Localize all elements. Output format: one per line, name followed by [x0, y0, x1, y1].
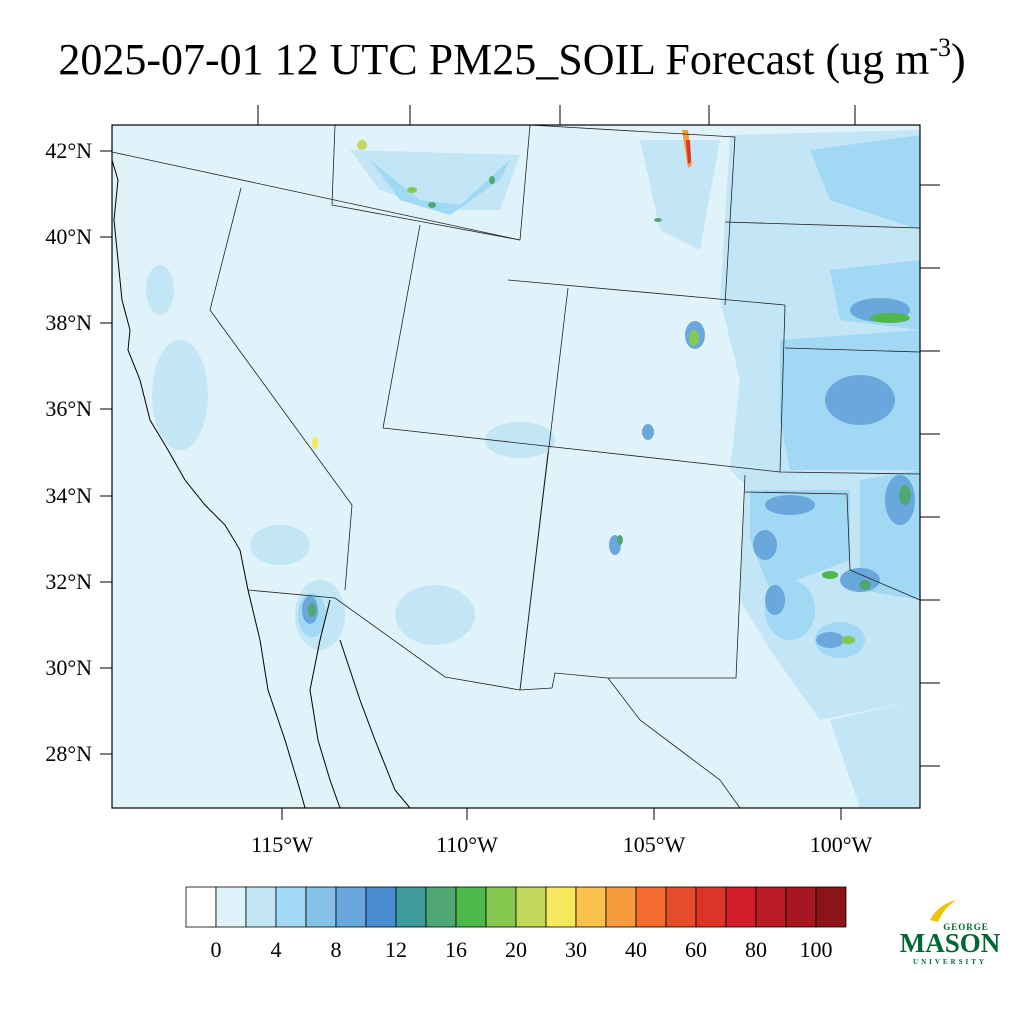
colorbar-swatch	[425, 886, 457, 928]
colorbar-swatch	[635, 886, 667, 928]
logo-top: GEORGE	[943, 922, 989, 932]
colorbar-label: 30	[565, 937, 587, 962]
lon-label: 110°W	[436, 832, 498, 857]
concentration-field	[112, 130, 920, 808]
colorbar-label: 12	[385, 937, 407, 962]
lon-label: 115°W	[251, 832, 313, 857]
colorbar-swatch	[485, 886, 517, 928]
colorbar-swatch	[365, 886, 397, 928]
colorbar-swatch	[245, 886, 277, 928]
colorbar-label: 60	[685, 937, 707, 962]
colorbar-swatch	[395, 886, 427, 928]
tick-marks	[100, 105, 940, 820]
george-mason-logo: GEORGE MASON UNIVERSITY	[900, 900, 1001, 966]
colorbar-swatch	[575, 886, 607, 928]
colorbar-label: 20	[505, 937, 527, 962]
colorbar-label: 100	[800, 937, 833, 962]
colorbar-swatch	[725, 886, 757, 928]
colorbar-swatch	[695, 886, 727, 928]
colorbar-label: 0	[211, 937, 222, 962]
colorbar-swatch	[305, 886, 337, 928]
lat-label: 38°N	[45, 310, 92, 335]
lat-label: 40°N	[45, 224, 92, 249]
colorbar-label: 8	[331, 937, 342, 962]
lat-label: 32°N	[45, 569, 92, 594]
colorbar-swatch	[545, 886, 577, 928]
logo-flame	[930, 900, 956, 922]
lat-labels: 42°N 40°N 38°N 36°N 34°N 32°N 30°N 28°N	[45, 138, 92, 766]
gulf-coastline	[309, 599, 411, 808]
colorbar-swatch	[275, 886, 307, 928]
colorbar-swatch	[785, 886, 817, 928]
field-hotspots	[308, 130, 911, 644]
colorbar-swatch	[455, 886, 487, 928]
map-frame	[111, 124, 921, 809]
colorbar-swatch	[605, 886, 637, 928]
colorbar-swatch	[335, 886, 367, 928]
lat-label: 28°N	[45, 741, 92, 766]
logo-main: MASON	[900, 928, 1001, 958]
colorbar	[185, 886, 847, 928]
colorbar-label: 80	[745, 937, 767, 962]
colorbar-label: 40	[625, 937, 647, 962]
colorbar-label: 16	[445, 937, 467, 962]
boundaries	[111, 124, 921, 809]
coastline	[112, 159, 306, 808]
title-close: )	[951, 35, 966, 84]
colorbar-swatch	[515, 886, 547, 928]
colorbar-labels: 0 4 8 12 16 20 30 40 60 80 100	[211, 937, 833, 962]
lat-label: 42°N	[45, 138, 92, 163]
colorbar-swatch	[215, 886, 247, 928]
lon-labels: 115°W 110°W 105°W 100°W	[251, 832, 872, 857]
lon-label: 100°W	[810, 832, 873, 857]
colorbar-swatch	[815, 886, 847, 928]
lat-label: 34°N	[45, 483, 92, 508]
colorbar-swatch	[185, 886, 217, 928]
figure-title: 2025-07-01 12 UTC PM25_SOIL Forecast (ug…	[0, 30, 1024, 90]
logo-bottom: UNIVERSITY	[913, 958, 987, 966]
colorbar-swatch	[755, 886, 787, 928]
title-superscript: -3	[929, 33, 951, 62]
lon-label: 105°W	[623, 832, 686, 857]
lat-label: 30°N	[45, 655, 92, 680]
colorbar-label: 4	[271, 937, 282, 962]
title-text: 2025-07-01 12 UTC PM25_SOIL Forecast (ug…	[58, 35, 930, 84]
colorbar-swatch	[665, 886, 697, 928]
lat-label: 36°N	[45, 396, 92, 421]
